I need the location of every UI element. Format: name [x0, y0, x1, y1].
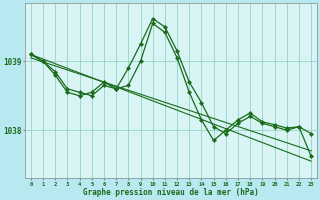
- X-axis label: Graphe pression niveau de la mer (hPa): Graphe pression niveau de la mer (hPa): [83, 188, 259, 197]
